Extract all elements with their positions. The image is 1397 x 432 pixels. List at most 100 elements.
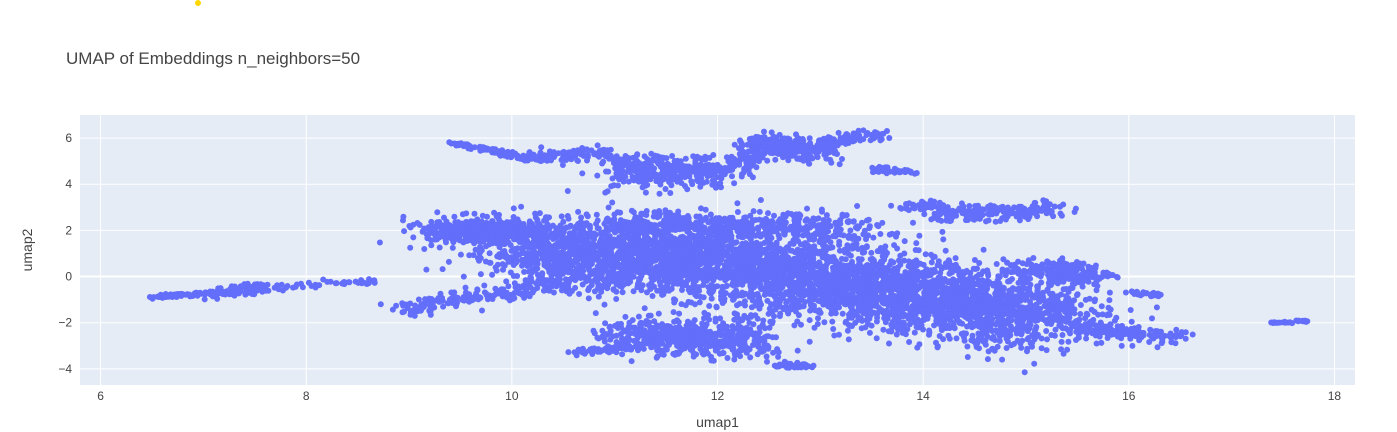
scatter-point: [668, 268, 674, 275]
scatter-point: [651, 237, 658, 244]
scatter-point: [535, 220, 542, 227]
scatter-point: [712, 167, 719, 174]
scatter-point: [610, 286, 617, 293]
scatter-point: [806, 317, 813, 324]
scatter-point: [806, 160, 812, 167]
scatter-point: [482, 258, 489, 265]
scatter-point: [910, 219, 916, 226]
scatter-point: [818, 238, 825, 244]
chart-title: UMAP of Embeddings n_neighbors=50: [66, 49, 361, 68]
scatter-point: [798, 321, 804, 328]
scatter-point: [884, 128, 890, 134]
scatter-point: [729, 166, 736, 173]
scatter-point: [461, 224, 468, 231]
scatter-point: [511, 280, 518, 287]
scatter-point: [460, 143, 467, 150]
scatter-point: [549, 283, 556, 290]
scatter-point: [630, 174, 637, 181]
scatter-point: [407, 224, 414, 231]
scatter-point: [460, 273, 467, 280]
scatter-point: [636, 275, 643, 282]
scatter-point: [550, 222, 556, 229]
scatter-point: [473, 290, 480, 297]
scatter-point: [713, 303, 720, 310]
scatter-point: [737, 137, 743, 144]
scatter-point: [916, 232, 923, 239]
scatter-point: [434, 221, 441, 228]
scatter-point: [417, 307, 424, 314]
scatter-point: [622, 153, 629, 159]
scatter-point: [630, 154, 637, 161]
scatter-point: [621, 244, 627, 251]
scatter-point: [728, 153, 735, 160]
scatter-point: [771, 313, 777, 320]
scatter-point: [705, 161, 712, 168]
scatter-point: [609, 226, 616, 233]
scatter-point: [824, 220, 830, 227]
scatter-point: [599, 160, 606, 167]
scatter-point: [645, 235, 652, 242]
scatter-point: [564, 213, 571, 219]
scatter-point: [527, 155, 534, 162]
scatter-point: [415, 296, 422, 303]
scatter-point: [209, 293, 216, 300]
scatter-point: [797, 212, 804, 219]
scatter-point: [564, 188, 571, 194]
scatter-point: [593, 211, 600, 218]
scatter-point: [471, 240, 478, 247]
scatter-point: [652, 152, 659, 159]
scatter-point: [572, 152, 579, 159]
scatter-point: [752, 139, 759, 146]
scatter-point: [581, 223, 588, 230]
scatter-point: [585, 295, 592, 302]
scatter-point: [692, 301, 698, 308]
scatter-point: [845, 140, 852, 146]
scatter-point: [400, 217, 406, 224]
scatter-point: [748, 148, 755, 155]
scatter-point: [845, 336, 852, 343]
scatter-point: [598, 271, 605, 278]
scatter-point: [510, 232, 517, 238]
scatter-point: [436, 244, 443, 251]
scatter-point: [443, 221, 449, 228]
scatter-point: [563, 279, 570, 286]
scatter-point: [525, 268, 532, 275]
scatter-point: [473, 222, 479, 229]
scatter-point: [761, 128, 767, 135]
scatter-point: [756, 232, 763, 239]
scatter-point: [644, 241, 651, 248]
scatter-point: [591, 267, 598, 274]
scatter-point: [772, 156, 779, 163]
scatter-point: [424, 300, 431, 307]
scatter-point: [641, 305, 648, 312]
scatter-point: [769, 144, 776, 151]
scatter-point: [643, 174, 650, 181]
scatter-point: [549, 235, 556, 241]
scatter-point: [877, 137, 884, 144]
scatter-point: [801, 142, 807, 149]
scatter-point: [679, 287, 685, 293]
scatter-point: [782, 219, 789, 226]
scatter-point: [445, 258, 452, 265]
scatter-point: [611, 211, 618, 218]
scatter-point: [706, 168, 713, 175]
scatter-point: [479, 307, 485, 314]
scatter-point: [327, 278, 334, 285]
scatter-point: [667, 166, 674, 173]
scatter-point: [789, 227, 796, 234]
scatter-point: [407, 308, 414, 315]
scatter-point: [543, 277, 550, 284]
scatter-point: [600, 247, 607, 254]
scatter-point: [545, 247, 552, 254]
scatter-point: [449, 244, 456, 251]
scatter-point: [346, 279, 353, 286]
scatter-point: [664, 170, 671, 177]
scatter-point: [833, 227, 840, 234]
grid-lines: [80, 115, 1355, 385]
scatter-point: [605, 204, 612, 211]
scatter-point: [697, 221, 704, 228]
scatter-point: [756, 150, 763, 157]
scatter-point: [618, 171, 625, 178]
scatter-point: [847, 227, 854, 234]
